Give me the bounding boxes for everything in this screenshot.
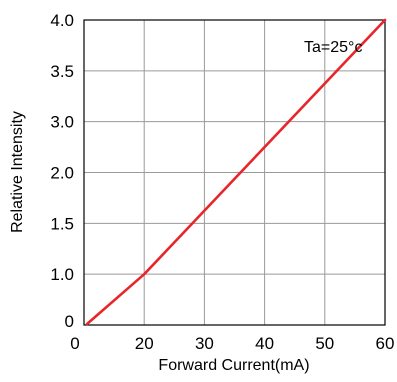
y-tick-label: 2.0 [50, 164, 74, 183]
x-tick-label: 20 [135, 334, 154, 353]
y-tick-label: 1.5 [50, 214, 74, 233]
x-axis-label: Forward Current(mA) [158, 357, 309, 374]
y-axis-label: Relative Intensity [9, 111, 26, 233]
x-tick-label: 0 [70, 334, 79, 353]
series-group [85, 18, 387, 326]
x-tick-label: 60 [376, 334, 395, 353]
y-tick-label: 3.5 [50, 62, 74, 81]
plot-frame [83, 19, 386, 326]
grid-lines [84, 20, 385, 325]
x-tick-label: 30 [195, 334, 214, 353]
y-tick-labels: 0 1.0 1.5 2.0 3.0 3.5 4.0 [50, 11, 74, 331]
y-tick-label: 0 [65, 312, 74, 331]
x-tick-label: 50 [315, 334, 334, 353]
x-tick-label: 40 [255, 334, 274, 353]
x-tick-labels: 0 20 30 40 50 60 [70, 334, 394, 353]
y-tick-label: 3.0 [50, 113, 74, 132]
temperature-annotation: Ta=25°c [304, 39, 362, 56]
y-tick-label: 4.0 [50, 11, 74, 30]
series-line [85, 18, 387, 326]
y-tick-label: 1.0 [50, 265, 74, 284]
